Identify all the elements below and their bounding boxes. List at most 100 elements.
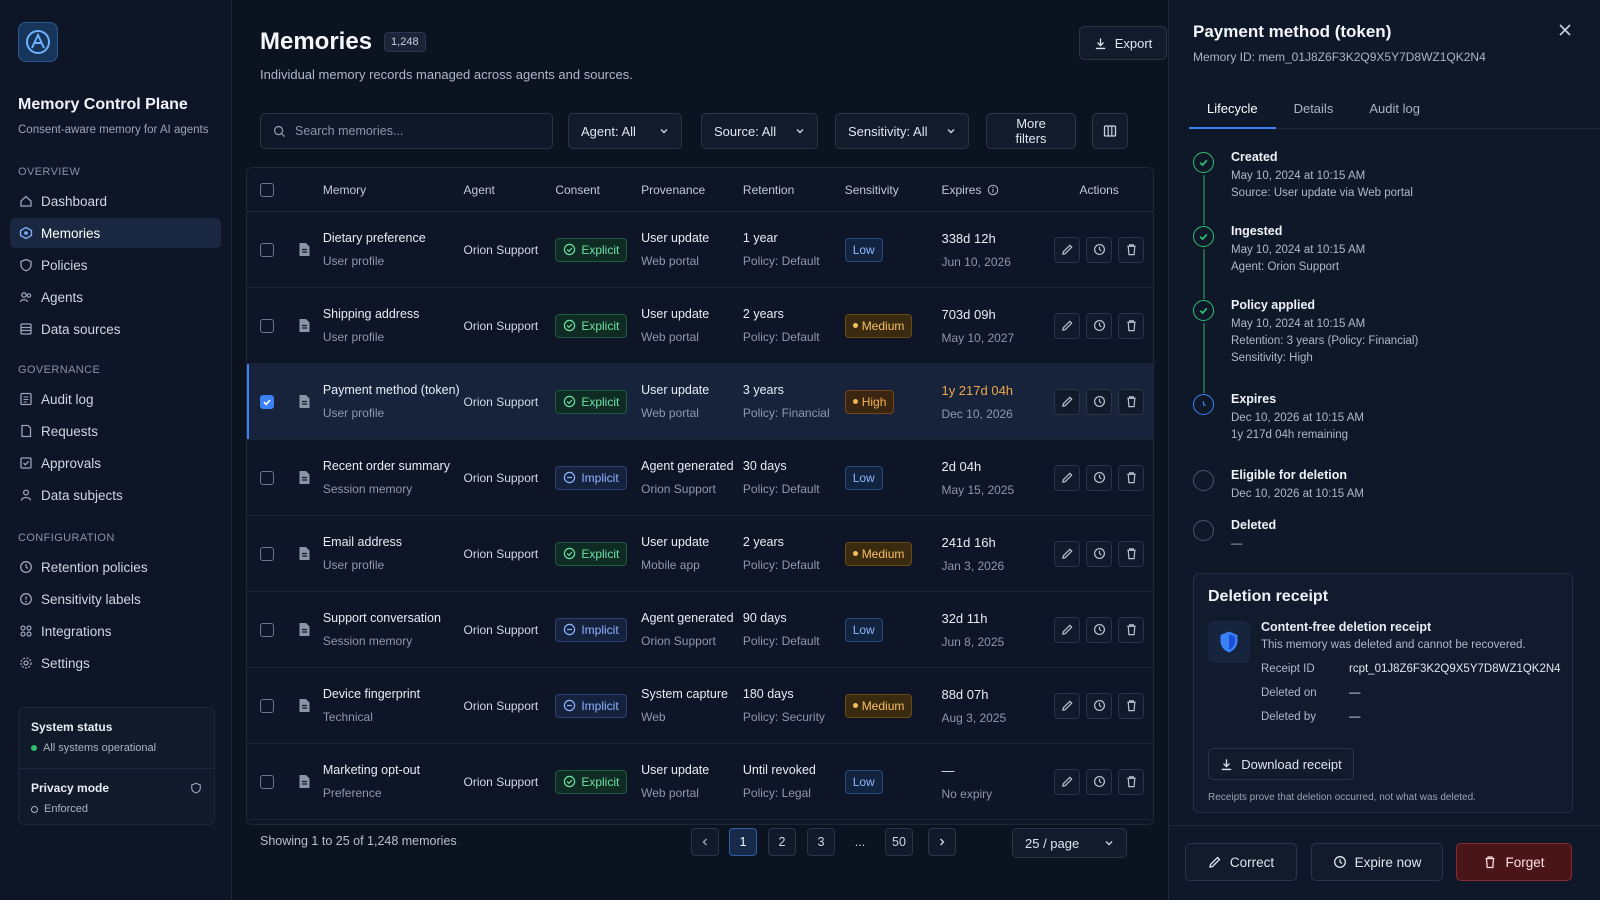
- clock-icon[interactable]: [1086, 768, 1113, 795]
- memory-name[interactable]: Support conversation: [322, 611, 441, 625]
- download-receipt-button[interactable]: Download receipt: [1208, 748, 1354, 780]
- forget-button[interactable]: Forget: [1456, 843, 1572, 881]
- sidebar-item-audit-log[interactable]: Audit log: [10, 384, 221, 414]
- agent-filter-dropdown[interactable]: Agent: All: [568, 113, 682, 149]
- search-input[interactable]: Search memories...: [260, 113, 553, 149]
- row-checkbox[interactable]: [259, 622, 274, 637]
- table-row[interactable]: Recent order summary Session memory Orion …: [247, 440, 1153, 516]
- col-agent[interactable]: Agent: [463, 182, 495, 197]
- sidebar-item-settings[interactable]: Settings: [10, 648, 221, 678]
- chevron-down-icon: [660, 129, 668, 134]
- memory-name[interactable]: Payment method (token): [322, 383, 460, 397]
- app-logo-icon[interactable]: [18, 22, 58, 62]
- trash-icon[interactable]: [1118, 616, 1145, 643]
- tab-lifecycle[interactable]: Lifecycle: [1189, 95, 1276, 129]
- actions-cell: [1045, 540, 1153, 567]
- edit-icon[interactable]: [1054, 692, 1081, 719]
- col-retention[interactable]: Retention: [742, 182, 795, 197]
- col-memory[interactable]: Memory: [322, 182, 367, 197]
- col-consent[interactable]: Consent: [555, 182, 601, 197]
- table-row[interactable]: Device fingerprint Technical Orion Support…: [247, 668, 1153, 744]
- edit-icon[interactable]: [1054, 540, 1081, 567]
- table-row[interactable]: Email address User profile Orion Support Ex…: [247, 516, 1153, 592]
- page-1-button[interactable]: 1: [729, 828, 757, 856]
- close-icon[interactable]: [1557, 22, 1573, 38]
- sensitivity-filter-dropdown[interactable]: Sensitivity: All: [835, 113, 969, 149]
- home-icon: [20, 195, 32, 207]
- clock-icon[interactable]: [1086, 388, 1113, 415]
- tab-details[interactable]: Details: [1293, 101, 1334, 116]
- col-sensitivity[interactable]: Sensitivity: [844, 182, 899, 197]
- page-size-select[interactable]: 25 / page: [1012, 828, 1127, 858]
- clock-icon[interactable]: [1086, 312, 1113, 339]
- more-filters-button[interactable]: More filters: [986, 113, 1076, 149]
- memory-type: Preference: [322, 786, 382, 800]
- col-expires[interactable]: Expires: [941, 183, 1045, 197]
- memory-name[interactable]: Email address: [322, 535, 403, 549]
- page-50-button[interactable]: 50: [885, 828, 913, 856]
- sidebar-item-policies[interactable]: Policies: [10, 250, 221, 280]
- row-checkbox[interactable]: [259, 546, 274, 561]
- edit-icon[interactable]: [1054, 236, 1081, 263]
- clock-icon[interactable]: [1086, 616, 1113, 643]
- row-checkbox[interactable]: [259, 470, 274, 485]
- table-row[interactable]: Shipping address User profile Orion Suppor…: [247, 288, 1153, 364]
- timeline-step-date: May 10, 2024 at 10:15 AM: [1231, 318, 1366, 330]
- col-provenance[interactable]: Provenance: [641, 182, 706, 197]
- sidebar-item-requests[interactable]: Requests: [10, 416, 221, 446]
- info-icon[interactable]: [987, 184, 999, 196]
- table-row[interactable]: Payment method (token) User profile Orion …: [247, 364, 1153, 440]
- shield-icon[interactable]: [190, 782, 202, 794]
- sidebar-item-agents[interactable]: Agents: [10, 282, 221, 312]
- trash-icon[interactable]: [1118, 388, 1145, 415]
- sidebar-item-sensitivity-labels[interactable]: Sensitivity labels: [10, 584, 221, 614]
- table-row[interactable]: Dietary preference User profile Orion Supp…: [247, 212, 1153, 288]
- row-checkbox[interactable]: [259, 394, 274, 409]
- row-checkbox[interactable]: [259, 318, 274, 333]
- clock-icon[interactable]: [1086, 540, 1113, 567]
- memory-name[interactable]: Device fingerprint: [322, 687, 421, 701]
- trash-icon[interactable]: [1118, 692, 1145, 719]
- correct-button[interactable]: Correct: [1185, 843, 1297, 881]
- prev-page-button[interactable]: [691, 828, 719, 856]
- memory-name[interactable]: Shipping address: [322, 307, 420, 321]
- row-checkbox[interactable]: [259, 774, 274, 789]
- sidebar-item-data-sources[interactable]: Data sources: [10, 314, 221, 344]
- trash-icon[interactable]: [1118, 768, 1145, 795]
- trash-icon[interactable]: [1118, 464, 1145, 491]
- edit-icon[interactable]: [1054, 312, 1081, 339]
- memory-name[interactable]: Recent order summary: [322, 459, 450, 473]
- select-all-checkbox[interactable]: [259, 182, 274, 197]
- sidebar-item-retention-policies[interactable]: Retention policies: [10, 552, 221, 582]
- table-row[interactable]: Marketing opt-out Preference Orion Support…: [247, 744, 1153, 820]
- deleted-on-row: Deleted on —: [1261, 687, 1361, 699]
- edit-icon[interactable]: [1054, 768, 1081, 795]
- memory-name[interactable]: Dietary preference: [322, 231, 426, 245]
- memory-name[interactable]: Marketing opt-out: [322, 763, 421, 777]
- column-settings-button[interactable]: [1092, 113, 1128, 149]
- page-3-button[interactable]: 3: [807, 828, 835, 856]
- sidebar-item-dashboard[interactable]: Dashboard: [10, 186, 221, 216]
- row-checkbox[interactable]: [259, 698, 274, 713]
- row-checkbox[interactable]: [259, 242, 274, 257]
- source-filter-dropdown[interactable]: Source: All: [701, 113, 818, 149]
- clock-icon[interactable]: [1086, 236, 1113, 263]
- trash-icon[interactable]: [1118, 540, 1145, 567]
- trash-icon[interactable]: [1118, 312, 1145, 339]
- clock-icon[interactable]: [1086, 692, 1113, 719]
- next-page-button[interactable]: [928, 828, 956, 856]
- sidebar-item-approvals[interactable]: Approvals: [10, 448, 221, 478]
- edit-icon[interactable]: [1054, 388, 1081, 415]
- edit-icon[interactable]: [1054, 464, 1081, 491]
- edit-icon[interactable]: [1054, 616, 1081, 643]
- sidebar-item-integrations[interactable]: Integrations: [10, 616, 221, 646]
- export-button[interactable]: Export: [1079, 26, 1167, 60]
- page-2-button[interactable]: 2: [768, 828, 796, 856]
- trash-icon[interactable]: [1118, 236, 1145, 263]
- table-row[interactable]: Support conversation Session memory Orion …: [247, 592, 1153, 668]
- clock-icon[interactable]: [1086, 464, 1113, 491]
- sidebar-item-data-subjects[interactable]: Data subjects: [10, 480, 221, 510]
- expire-now-button[interactable]: Expire now: [1311, 843, 1443, 881]
- sidebar-item-memories[interactable]: Memories: [10, 218, 221, 248]
- tab-audit-log[interactable]: Audit log: [1369, 101, 1420, 116]
